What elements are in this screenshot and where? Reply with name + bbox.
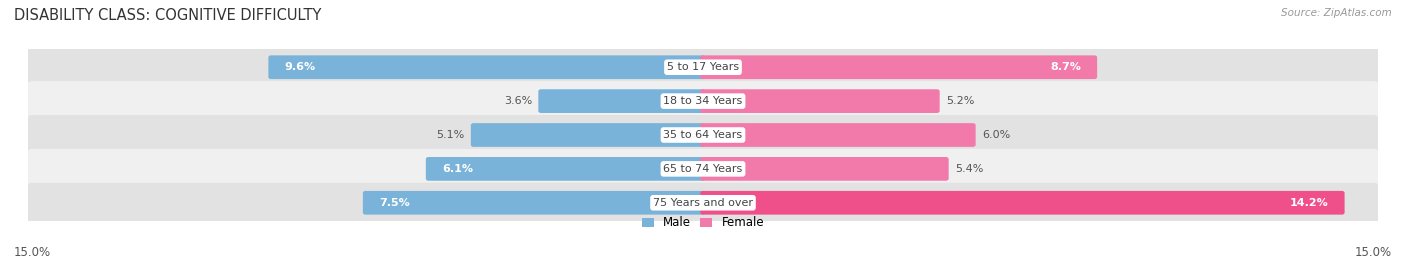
Text: Source: ZipAtlas.com: Source: ZipAtlas.com bbox=[1281, 8, 1392, 18]
FancyBboxPatch shape bbox=[700, 55, 1097, 79]
FancyBboxPatch shape bbox=[426, 157, 706, 181]
Text: 15.0%: 15.0% bbox=[1355, 246, 1392, 259]
Text: 5 to 17 Years: 5 to 17 Years bbox=[666, 62, 740, 72]
FancyBboxPatch shape bbox=[27, 149, 1379, 189]
FancyBboxPatch shape bbox=[700, 89, 939, 113]
Text: 8.7%: 8.7% bbox=[1050, 62, 1081, 72]
Text: 3.6%: 3.6% bbox=[503, 96, 531, 106]
FancyBboxPatch shape bbox=[27, 115, 1379, 155]
Text: 18 to 34 Years: 18 to 34 Years bbox=[664, 96, 742, 106]
Text: 35 to 64 Years: 35 to 64 Years bbox=[664, 130, 742, 140]
Text: 14.2%: 14.2% bbox=[1289, 198, 1329, 208]
FancyBboxPatch shape bbox=[363, 191, 706, 215]
FancyBboxPatch shape bbox=[700, 191, 1344, 215]
Text: 5.1%: 5.1% bbox=[436, 130, 464, 140]
Text: 6.1%: 6.1% bbox=[441, 164, 472, 174]
Legend: Male, Female: Male, Female bbox=[641, 216, 765, 229]
Text: 5.4%: 5.4% bbox=[955, 164, 983, 174]
FancyBboxPatch shape bbox=[27, 183, 1379, 223]
Text: 9.6%: 9.6% bbox=[284, 62, 316, 72]
FancyBboxPatch shape bbox=[538, 89, 706, 113]
Text: 5.2%: 5.2% bbox=[946, 96, 974, 106]
FancyBboxPatch shape bbox=[700, 157, 949, 181]
Text: DISABILITY CLASS: COGNITIVE DIFFICULTY: DISABILITY CLASS: COGNITIVE DIFFICULTY bbox=[14, 8, 322, 23]
Text: 7.5%: 7.5% bbox=[380, 198, 409, 208]
FancyBboxPatch shape bbox=[269, 55, 706, 79]
Text: 65 to 74 Years: 65 to 74 Years bbox=[664, 164, 742, 174]
FancyBboxPatch shape bbox=[700, 123, 976, 147]
Text: 75 Years and over: 75 Years and over bbox=[652, 198, 754, 208]
FancyBboxPatch shape bbox=[27, 47, 1379, 87]
Text: 15.0%: 15.0% bbox=[14, 246, 51, 259]
FancyBboxPatch shape bbox=[471, 123, 706, 147]
Text: 6.0%: 6.0% bbox=[981, 130, 1010, 140]
FancyBboxPatch shape bbox=[27, 81, 1379, 121]
